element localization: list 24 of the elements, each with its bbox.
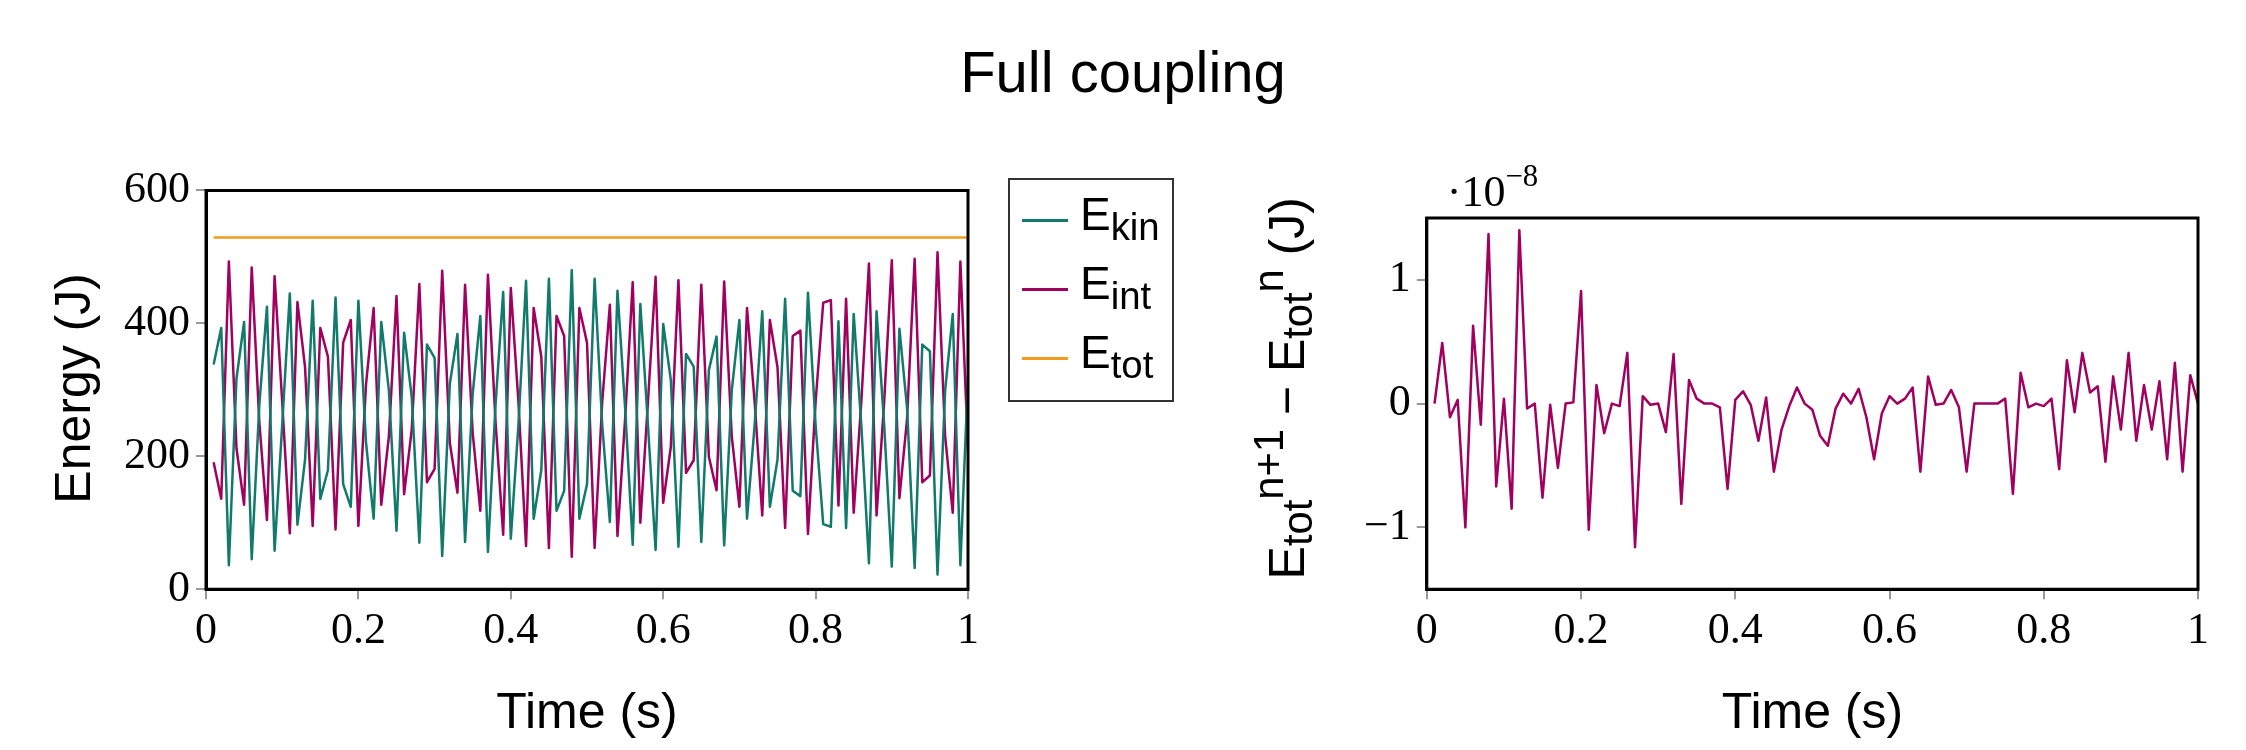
x-tick-label: 1	[957, 604, 979, 654]
x-tick-label: 0.6	[635, 604, 691, 654]
y-tick-label: −1	[1363, 499, 1411, 549]
y-tick-label: 0	[1388, 376, 1411, 426]
y-axis-title: Energy (J)	[44, 272, 102, 504]
legend-label: E$_{kin}$	[1080, 187, 1160, 251]
x-axis-title: Time (s)	[496, 682, 678, 739]
text: Full coupling	[959, 38, 1287, 105]
legend-label: E$_{tot}$	[1080, 325, 1154, 389]
y-tick-label: 0	[168, 561, 190, 611]
x-axis-title: Time (s)	[1721, 682, 1904, 739]
x-tick-label: 0.4	[483, 604, 539, 654]
y-tick-label: 200	[124, 428, 190, 478]
x-tick-label: 0.8	[788, 604, 844, 654]
y-tick-label: 1	[1388, 252, 1411, 302]
x-tick-label: 0.8	[2016, 604, 2072, 654]
y-tick-label: 600	[124, 162, 190, 212]
x-tick-label: 1	[2187, 604, 2209, 654]
x-tick-label: 0.2	[1553, 604, 1609, 654]
y-tick-label: 400	[124, 295, 190, 345]
x-tick-label: 0.4	[1707, 604, 1763, 654]
x-tick-label: 0.2	[330, 604, 386, 654]
x-tick-label: 0.6	[1862, 604, 1918, 654]
legend-label: E$_{int}$	[1080, 256, 1152, 320]
